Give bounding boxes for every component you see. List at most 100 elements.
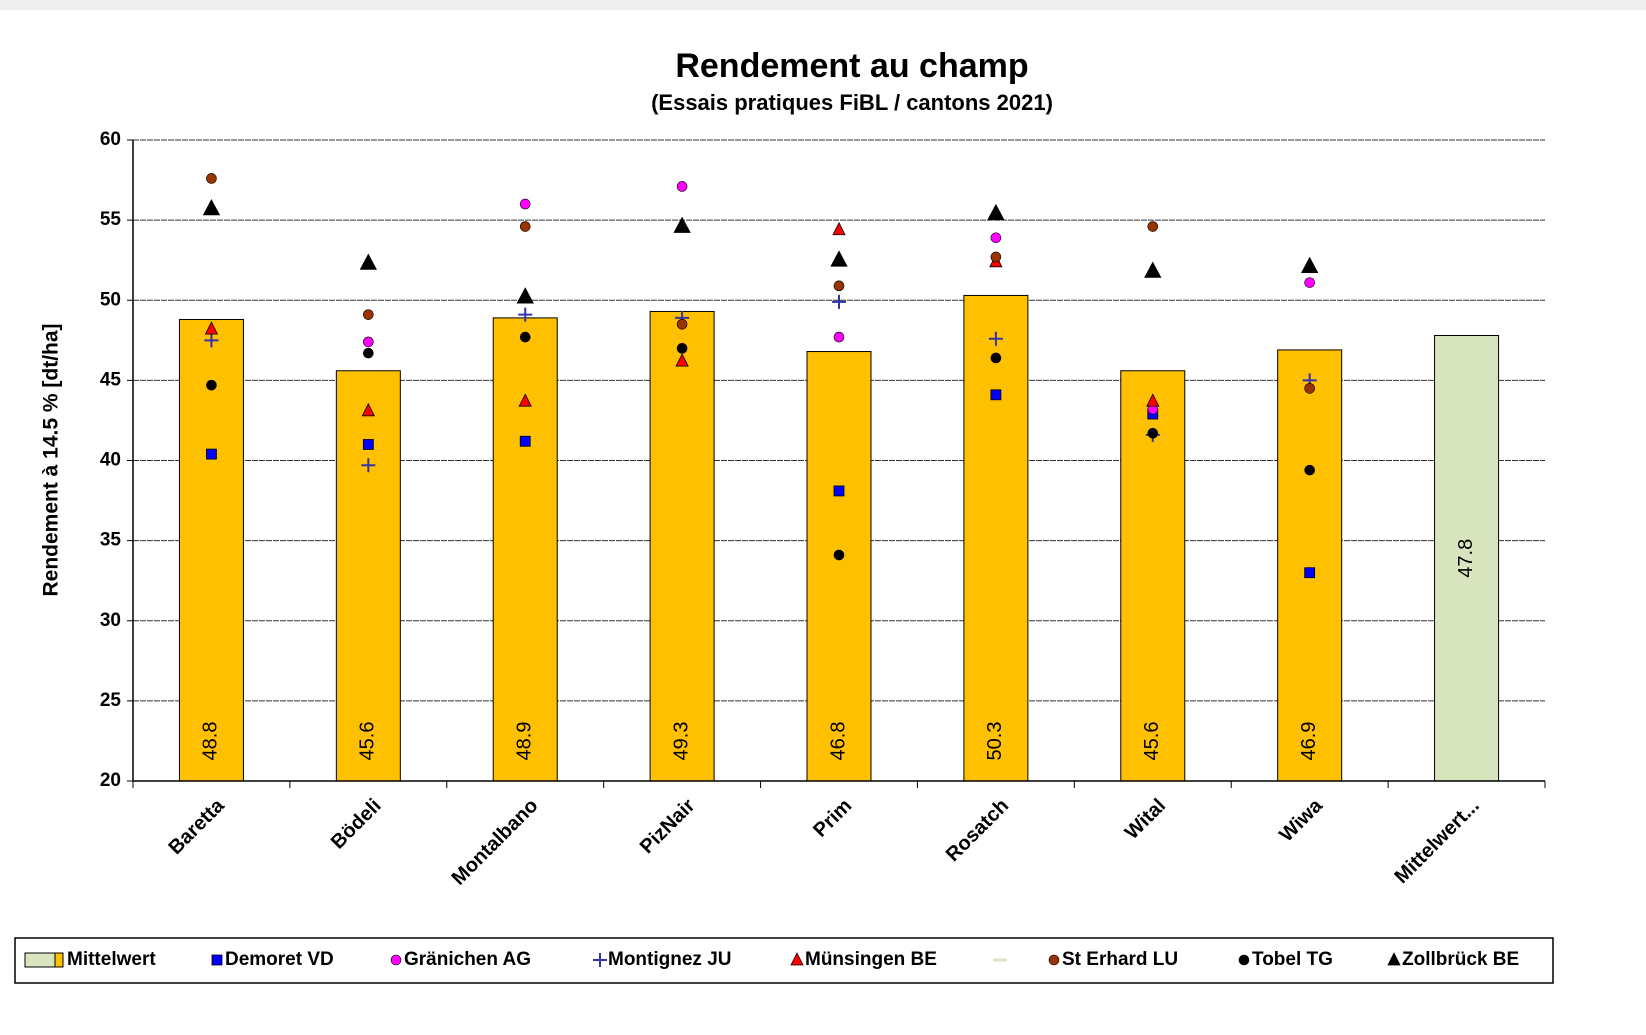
marker xyxy=(206,448,217,460)
marker xyxy=(790,952,804,966)
value-label: 49.3 xyxy=(670,722,692,761)
legend-label: Gränichen AG xyxy=(404,949,531,970)
marker xyxy=(987,203,1005,221)
chart-title: Rendement au champ xyxy=(675,47,1028,85)
marker xyxy=(204,321,219,335)
x-tick-label: Wital xyxy=(1121,795,1170,844)
x-tick-label: Montalbano xyxy=(448,795,543,890)
bar xyxy=(178,318,244,782)
marker xyxy=(516,287,534,304)
x-tick-label: Rosatch xyxy=(942,795,1013,866)
marker xyxy=(832,294,846,309)
marker xyxy=(518,307,533,322)
x-tick-label: Bödeli xyxy=(327,795,386,854)
value-label: 46.8 xyxy=(827,722,849,761)
bar xyxy=(806,351,872,782)
marker xyxy=(519,435,531,447)
marker xyxy=(206,379,217,391)
bar xyxy=(1277,349,1343,782)
marker xyxy=(1048,954,1060,966)
bar xyxy=(963,294,1029,782)
marker xyxy=(990,352,1002,364)
marker xyxy=(1147,221,1159,232)
x-tick-label: Wiwa xyxy=(1275,794,1327,846)
marker xyxy=(362,439,374,450)
y-tick-label: 20 xyxy=(100,770,121,791)
marker xyxy=(990,389,1002,401)
y-tick-label: 35 xyxy=(100,530,122,551)
marker xyxy=(1146,393,1160,407)
marker xyxy=(675,353,689,367)
top-strip xyxy=(0,0,1646,10)
x-tick-label: Mittelwert... xyxy=(1390,795,1483,888)
marker xyxy=(830,250,848,267)
marker xyxy=(988,331,1003,346)
marker xyxy=(1304,277,1315,288)
marker xyxy=(363,347,374,359)
bar xyxy=(649,310,715,782)
marker xyxy=(1304,464,1315,476)
y-tick-label: 55 xyxy=(100,209,122,230)
marker xyxy=(833,280,845,292)
marker xyxy=(833,331,845,343)
marker xyxy=(990,232,1002,244)
legend-label: Montignez JU xyxy=(608,949,732,970)
legend-label: St Erhard LU xyxy=(1062,949,1178,970)
marker xyxy=(676,343,688,354)
value-label: 46.9 xyxy=(1298,722,1320,761)
marker xyxy=(673,216,691,233)
y-tick-label: 30 xyxy=(100,610,121,631)
marker xyxy=(676,181,688,192)
marker xyxy=(363,309,374,320)
value-label: 50.3 xyxy=(984,722,1006,761)
marker xyxy=(1147,427,1159,439)
marker xyxy=(1304,383,1315,394)
marker xyxy=(832,221,846,236)
marker xyxy=(1387,952,1401,966)
bar xyxy=(492,317,558,782)
value-label: 47.8 xyxy=(1455,539,1477,578)
marker xyxy=(1238,954,1250,966)
legend-label: Demoret VD xyxy=(225,949,334,970)
marker xyxy=(519,221,531,232)
y-tick-label: 45 xyxy=(100,369,122,390)
marker xyxy=(361,458,376,473)
marker xyxy=(211,954,223,966)
y-tick-label: 50 xyxy=(100,289,121,310)
marker xyxy=(990,251,1002,263)
y-tick-label: 25 xyxy=(100,690,122,711)
marker xyxy=(1301,256,1319,273)
x-tick-label: PizNair xyxy=(636,795,700,859)
marker xyxy=(204,333,219,348)
value-label: 48.8 xyxy=(200,722,222,761)
legend-label: Mittelwert xyxy=(67,949,156,970)
legend-label: Zollbrück BE xyxy=(1402,949,1519,970)
marker xyxy=(833,485,845,497)
value-label: 48.9 xyxy=(514,722,536,761)
chart-subtitle: (Essais pratiques FiBL / cantons 2021) xyxy=(651,90,1053,115)
bar xyxy=(1434,335,1500,782)
marker xyxy=(363,336,374,348)
marker xyxy=(361,402,375,417)
legend-swatch xyxy=(24,952,56,968)
marker xyxy=(1304,567,1316,579)
marker xyxy=(518,393,532,407)
x-tick-label: Baretta xyxy=(164,794,229,859)
marker xyxy=(833,549,845,561)
marker xyxy=(359,253,377,270)
legend-swatch-edge xyxy=(54,952,64,968)
legend-label: Münsingen BE xyxy=(805,949,937,970)
y-tick-label: 40 xyxy=(100,450,121,471)
value-label: 45.6 xyxy=(1141,722,1163,761)
marker xyxy=(676,318,688,330)
y-tick-label: 60 xyxy=(100,129,121,150)
legend-label: Tobel TG xyxy=(1252,949,1333,970)
marker xyxy=(206,173,217,184)
value-label: 45.6 xyxy=(357,722,379,761)
marker xyxy=(390,954,402,966)
legend-box xyxy=(14,937,1554,984)
marker xyxy=(593,953,607,967)
marker xyxy=(1144,261,1162,278)
y-axis-label: Rendement à 14.5 % [dt/ha] xyxy=(40,323,63,596)
